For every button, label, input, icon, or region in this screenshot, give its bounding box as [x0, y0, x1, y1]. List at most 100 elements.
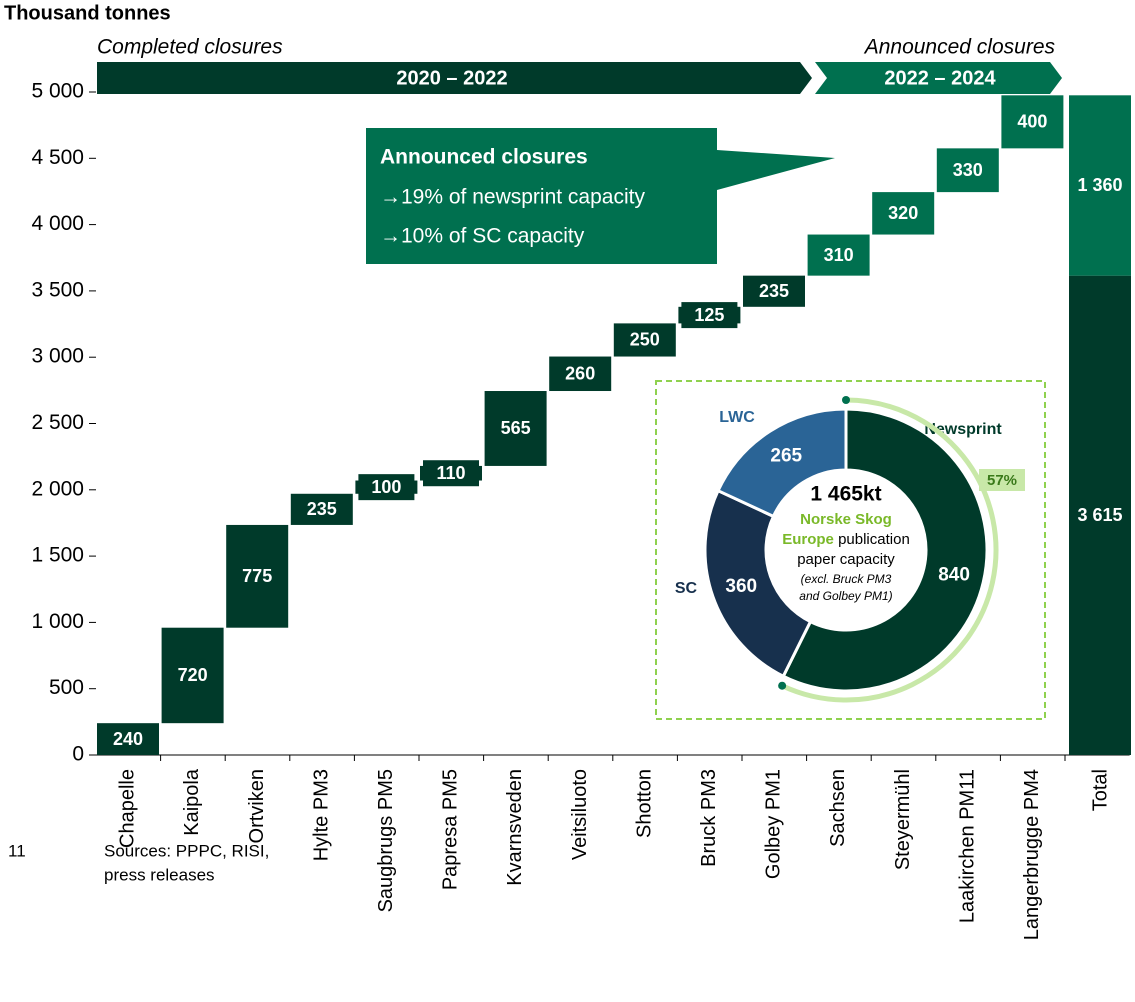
donut-hole	[767, 471, 925, 629]
y-tick-label: 500	[49, 676, 84, 699]
highlight-box	[979, 469, 1025, 491]
annotation-line: →19% of newsprint capacity	[380, 186, 645, 209]
brand: Europe	[782, 531, 834, 548]
x-tick-label: Golbey PM1	[763, 769, 785, 879]
highlight-end	[778, 681, 787, 690]
value-label: 260	[565, 364, 595, 384]
center-text: Europe publication	[782, 531, 910, 548]
value-label: 235	[307, 499, 337, 519]
x-tick-label: Kaipola	[181, 768, 203, 836]
phase-caption: Announced closures	[863, 36, 1056, 59]
note: and Golbey PM1)	[799, 589, 892, 603]
y-tick-label: 1 000	[31, 610, 84, 633]
phase-banner	[97, 62, 812, 94]
x-tick-label: Chapelle	[117, 769, 139, 848]
value-label: 320	[888, 203, 918, 223]
bar	[936, 148, 999, 193]
bar	[613, 323, 676, 357]
value-label: 360	[725, 576, 757, 597]
value-label: 125	[694, 305, 724, 325]
annotation-box	[366, 128, 835, 264]
value-label: 1 360	[1077, 175, 1122, 195]
value-label: 110	[436, 463, 465, 483]
value-label-box	[423, 460, 479, 487]
sources: press releases	[104, 865, 215, 884]
value-label: 310	[824, 245, 854, 265]
value-label-box	[681, 302, 738, 329]
value-label: 3 615	[1077, 505, 1122, 525]
caption: publication	[838, 531, 910, 548]
phase-label: 2022 – 2024	[884, 67, 996, 89]
annotation-title: Announced closures	[380, 146, 588, 169]
highlight-end	[842, 396, 850, 404]
value-label: 265	[770, 445, 802, 466]
x-tick-label: Steyermühl	[892, 769, 914, 870]
x-tick-label: Veitsiluoto	[569, 769, 591, 860]
y-tick-label: 4 000	[31, 212, 84, 235]
value-label: 100	[371, 477, 401, 497]
x-tick-label: Saugbrugs PM5	[375, 769, 397, 912]
y-tick-label: 3 500	[31, 278, 84, 301]
bar	[872, 192, 935, 235]
bar	[1001, 95, 1064, 149]
category-label: SC	[675, 580, 698, 597]
value-label: 775	[242, 566, 272, 586]
bar	[549, 356, 612, 392]
bar	[290, 493, 353, 525]
sources: Sources: PPPC, RISI,	[104, 841, 269, 860]
value-label: 235	[759, 281, 789, 301]
x-tick-label: Ortviken	[246, 769, 268, 843]
y-tick-label: 2 500	[31, 411, 84, 434]
donut-segment	[781, 407, 989, 693]
caption: paper capacity	[797, 551, 895, 568]
brand: Norske Skog	[800, 511, 892, 528]
x-tick-label: Papresa PM5	[440, 769, 462, 890]
y-tick-label: 3 000	[31, 345, 84, 368]
y-tick-label: 1 500	[31, 544, 84, 567]
y-tick-label: 5 000	[31, 80, 84, 103]
phase-banner	[815, 62, 1062, 94]
bar	[1069, 275, 1131, 755]
waterfall: 0 500 1 000 1 500 2 000 2 500 3 000 3 500 4 000 4…	[31, 80, 1131, 940]
annotation-line: →10% of SC capacity	[380, 225, 585, 248]
y-tick-label: 2 000	[31, 477, 84, 500]
y-tick-label: 0	[72, 743, 84, 766]
bar	[161, 627, 224, 724]
unit-label: Thousand tonnes	[4, 2, 171, 24]
x-tick-label: Sachsen	[827, 769, 849, 847]
donut-segment	[703, 488, 813, 679]
x-tick-label: Kvarnsveden	[504, 769, 526, 886]
donut-segment	[716, 407, 848, 519]
value-label: 330	[953, 160, 983, 180]
phase-label: 2020 – 2022	[396, 67, 507, 89]
bar	[807, 234, 870, 276]
value-label: 400	[1017, 112, 1047, 132]
phase-caption: Completed closures	[97, 36, 283, 59]
bar	[97, 723, 159, 755]
highlight-label: 57%	[987, 472, 1017, 489]
donut-total: 1 465kt	[810, 483, 881, 506]
value-label-box	[358, 474, 415, 501]
x-tick-label: Bruck PM3	[698, 769, 720, 867]
x-tick-label: Langerbrugge PM4	[1021, 769, 1043, 940]
x-tick-label: Shotton	[633, 769, 655, 838]
value-label: 240	[113, 729, 143, 749]
x-tick-label: Hylte PM3	[310, 769, 332, 861]
x-tick-label: Total	[1090, 769, 1112, 811]
highlight-arc	[781, 397, 999, 703]
value-label: 720	[178, 665, 208, 685]
page-number: 11	[8, 841, 26, 860]
value-label: 840	[938, 564, 970, 585]
note: (excl. Bruck PM3	[801, 572, 892, 586]
y-tick-label: 4 500	[31, 146, 84, 169]
value-label: 250	[630, 330, 660, 350]
category-label: LWC	[719, 409, 755, 426]
bar	[226, 524, 289, 628]
x-tick-label: Laakirchen PM11	[956, 769, 978, 923]
bar	[1069, 95, 1131, 276]
bar	[743, 275, 805, 307]
bar	[484, 391, 547, 466]
value-label: 565	[501, 418, 531, 438]
